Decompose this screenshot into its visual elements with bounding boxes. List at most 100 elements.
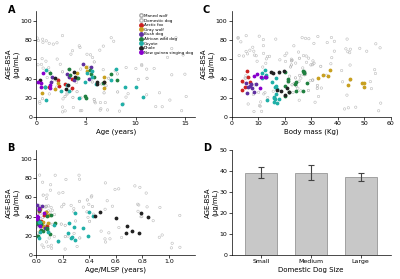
Point [347,63,353,67]
Point [114,90,121,94]
Point [135,77,142,81]
Point [114,78,120,82]
Point [377,45,383,50]
Point [109,204,116,208]
Point [250,92,256,97]
Point [138,214,145,219]
Point [54,40,60,45]
Point [345,82,351,87]
Point [119,102,125,107]
Point [255,90,262,95]
Point [156,235,162,240]
Point [274,100,280,105]
Point [62,223,68,228]
Point [372,42,379,46]
Point [344,37,350,41]
Point [41,211,48,215]
Point [70,95,76,100]
Point [271,95,277,99]
Point [178,109,185,113]
Point [315,76,322,81]
Point [85,215,91,220]
Point [92,100,98,105]
Point [72,211,78,215]
Point [303,60,310,64]
Point [40,224,46,228]
Point [38,85,45,89]
Point [44,221,51,225]
Point [372,71,379,76]
Point [305,56,312,61]
Point [314,86,320,91]
Point [302,72,309,76]
Point [152,104,159,109]
Point [34,36,40,40]
Point [94,82,100,86]
Point [151,66,157,71]
Point [302,69,308,73]
Point [144,205,150,209]
Point [50,42,56,46]
Point [34,233,40,237]
Point [107,237,113,241]
Point [38,222,44,226]
Point [34,221,40,226]
Point [314,83,321,88]
Point [311,61,317,66]
Point [55,240,62,244]
Point [260,65,266,69]
Point [34,217,40,221]
Point [318,64,324,69]
Point [43,210,50,214]
Point [46,213,52,217]
Point [344,93,350,97]
Point [138,63,145,68]
Point [36,208,42,213]
Point [77,109,84,113]
Point [56,83,62,88]
Point [35,222,41,226]
Point [252,83,258,87]
Point [167,98,173,102]
Point [44,75,50,80]
Point [150,218,156,223]
Point [36,203,42,208]
Point [69,77,75,81]
Point [302,36,309,41]
Point [168,46,175,51]
Point [176,213,183,218]
Point [243,81,250,85]
Point [367,79,374,84]
Point [39,204,45,208]
Point [273,92,280,96]
Point [328,35,335,40]
Point [268,69,274,74]
Point [96,210,103,215]
Point [293,80,300,84]
Point [44,227,50,231]
X-axis label: Body mass (Kg): Body mass (Kg) [284,129,338,135]
X-axis label: Domestic Dog Size: Domestic Dog Size [278,267,344,273]
Point [100,44,106,48]
Point [347,78,353,83]
Point [270,100,277,105]
Point [36,223,43,227]
Point [49,222,56,227]
Point [129,229,136,233]
Point [51,223,57,227]
Point [177,245,183,249]
Point [312,100,318,104]
Point [331,39,338,44]
Point [44,214,50,219]
Point [54,78,61,82]
Point [40,215,46,220]
Point [90,214,96,218]
Point [296,98,302,102]
Point [272,37,279,41]
Point [124,224,130,229]
Point [112,69,118,73]
Point [35,220,41,224]
Point [86,219,93,223]
Point [46,85,52,89]
Point [103,83,109,88]
